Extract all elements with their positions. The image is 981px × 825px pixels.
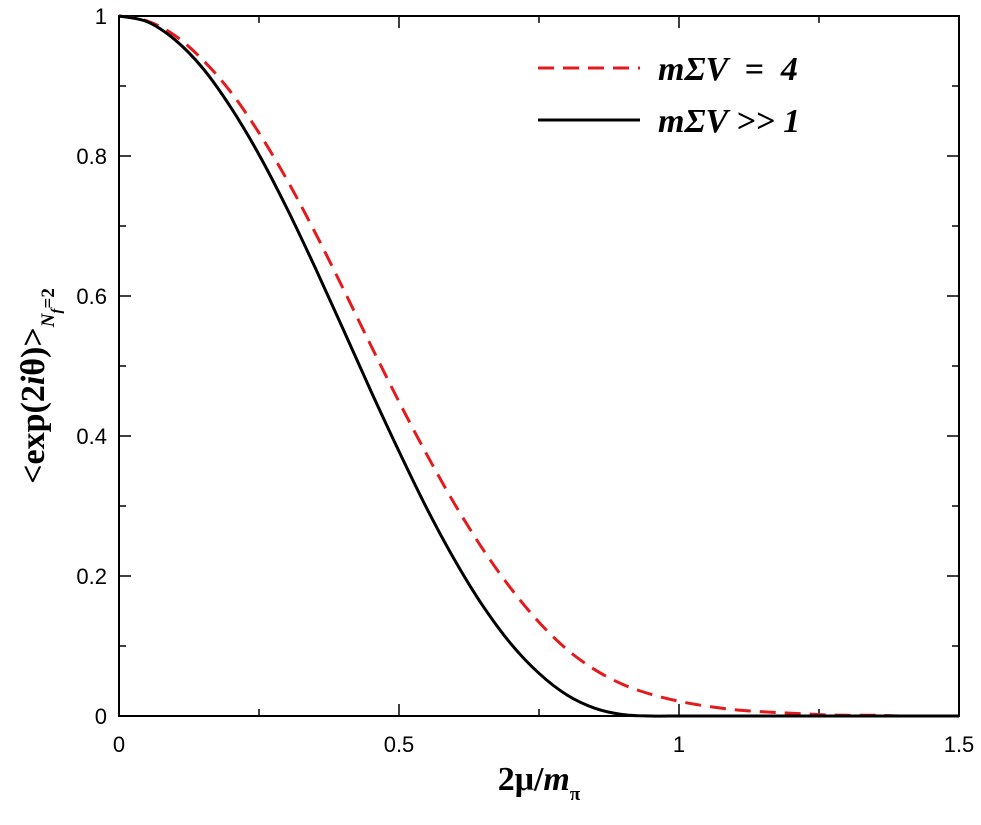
y-tick-label: 0.4 bbox=[76, 424, 107, 449]
legend-label-1: mΣV = 4 bbox=[658, 51, 798, 88]
legend-label-2: mΣV >> 1 bbox=[658, 103, 800, 140]
y-tick-label: 0.6 bbox=[76, 284, 107, 309]
y-tick-label: 1 bbox=[95, 4, 107, 29]
x-axis-ticks: 0 0.5 1 1.5 bbox=[113, 16, 974, 757]
series-line-2 bbox=[118, 14, 959, 718]
y-tick-label: 0.8 bbox=[76, 144, 107, 169]
x-tick-label: 1 bbox=[673, 732, 685, 757]
x-tick-label: 0 bbox=[113, 732, 125, 757]
x-tick-label: 1.5 bbox=[944, 732, 975, 757]
x-axis-title: 2μ/mπ bbox=[498, 761, 581, 805]
y-axis-title: <exp(2iθ)>Nf=2 bbox=[15, 288, 65, 484]
x-tick-label: 0.5 bbox=[384, 732, 415, 757]
y-tick-label: 0 bbox=[95, 704, 107, 729]
series-layer bbox=[118, 14, 959, 718]
legend: mΣV = 4 mΣV >> 1 bbox=[538, 51, 800, 140]
y-axis-ticks: 0 0.2 0.4 0.6 0.8 1 bbox=[76, 4, 959, 729]
y-tick-label: 0.2 bbox=[76, 564, 107, 589]
